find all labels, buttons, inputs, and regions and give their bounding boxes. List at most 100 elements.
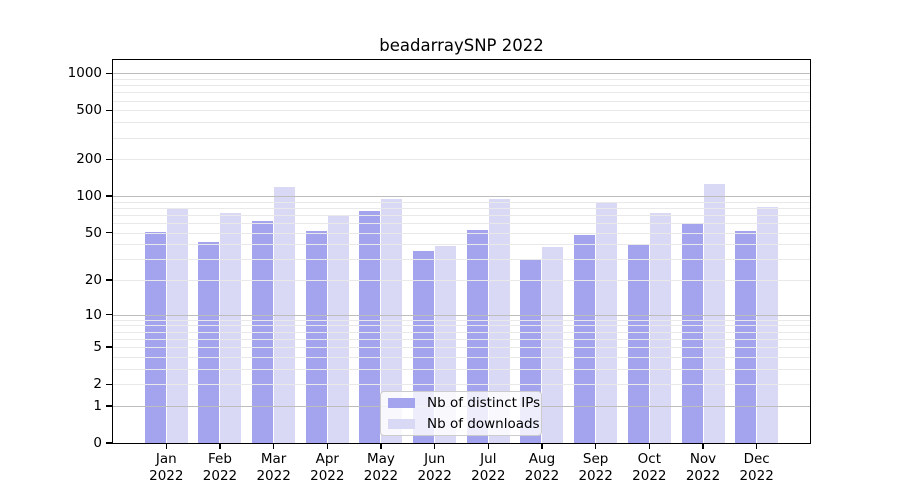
gridline-major-100 [113, 196, 810, 198]
x-tick-label-month: Nov [689, 451, 717, 467]
x-tick-label-jun: Jun 2022 [403, 451, 467, 485]
x-tick-label-year: 2022 [632, 468, 667, 484]
x-tick-label-jul: Jul 2022 [456, 451, 520, 485]
x-tick-label-oct: Oct 2022 [617, 451, 681, 485]
y-tick-label-200: 200 [76, 151, 102, 168]
x-tick-label-month: Jul [480, 451, 497, 467]
gridline-minor-6 [113, 338, 810, 340]
gridline-major-10 [113, 314, 810, 316]
bar-downloads-jul-2022 [488, 199, 510, 443]
y-tick-label-20: 20 [84, 272, 102, 289]
x-tick-label-year: 2022 [202, 468, 238, 484]
x-tick-label-sep: Sep 2022 [564, 451, 628, 485]
bar-downloads-nov-2022 [703, 184, 725, 443]
x-tick-label-year: 2022 [417, 468, 452, 484]
gridline-minor-7 [113, 331, 810, 333]
gridline-major-1000 [113, 73, 810, 75]
legend-swatch-downloads [388, 419, 415, 429]
y-tick-100 [106, 195, 113, 197]
x-tick-label-year: 2022 [739, 468, 774, 484]
x-tick-label-month: Sep [582, 451, 609, 467]
gridline-minor-40 [113, 244, 810, 246]
y-tick-5 [106, 346, 113, 348]
y-tick-label-2: 2 [93, 376, 102, 393]
legend-item-distinct-ips: Nb of distinct IPs [381, 394, 541, 412]
x-tick-label-mar: Mar 2022 [242, 451, 306, 485]
gridline-minor-500 [113, 110, 810, 112]
gridline-minor-600 [113, 100, 810, 102]
bar-distinct-ips-nov-2022 [681, 223, 703, 443]
y-tick-200 [106, 158, 113, 160]
gridline-minor-5 [113, 347, 810, 349]
x-tick-mar [272, 443, 275, 449]
y-tick-label-500: 500 [76, 102, 102, 119]
x-tick-label-dec: Dec 2022 [725, 451, 789, 485]
x-tick-label-year: 2022 [524, 468, 560, 484]
y-tick-50 [106, 231, 113, 234]
gridline-minor-2 [113, 384, 810, 386]
x-tick-label-year: 2022 [471, 468, 506, 484]
bar-distinct-ips-dec-2022 [735, 230, 757, 443]
bar-downloads-aug-2022 [542, 247, 564, 443]
gridline-minor-700 [113, 92, 810, 94]
x-tick-label-year: 2022 [310, 468, 345, 484]
bar-downloads-feb-2022 [220, 213, 242, 443]
x-tick-nov [702, 443, 704, 449]
bar-distinct-ips-oct-2022 [627, 244, 649, 443]
y-tick-label-0: 0 [93, 435, 102, 451]
x-tick-label-year: 2022 [363, 468, 399, 484]
legend-item-downloads: Nb of downloads [381, 415, 541, 433]
x-tick-label-feb: Feb 2022 [188, 451, 252, 485]
gridline-minor-9 [113, 319, 810, 321]
y-tick-1000 [106, 72, 113, 74]
x-tick-label-aug: Aug 2022 [510, 451, 574, 485]
gridline-minor-60 [113, 223, 810, 225]
y-tick-20 [106, 279, 113, 281]
gridline-minor-8 [113, 325, 810, 327]
x-tick-aug [541, 443, 543, 449]
bar-downloads-dec-2022 [757, 207, 779, 443]
bar-distinct-ips-jan-2022 [144, 231, 166, 443]
bar-distinct-ips-apr-2022 [305, 230, 327, 443]
x-tick-jun [434, 443, 436, 449]
y-tick-2 [106, 383, 113, 385]
gridline-minor-900 [113, 78, 810, 80]
y-tick-500 [106, 109, 113, 112]
x-tick-label-month: Mar [260, 451, 287, 467]
gridline-minor-30 [113, 259, 810, 261]
x-tick-label-month: Apr [315, 451, 339, 467]
x-tick-apr [326, 443, 328, 449]
legend-label-downloads: Nb of downloads [427, 416, 540, 432]
x-tick-label-may: May 2022 [349, 451, 413, 485]
x-tick-label-month: Jun [424, 451, 446, 467]
bar-distinct-ips-may-2022 [359, 211, 381, 443]
gridline-minor-200 [113, 159, 810, 161]
y-tick-10 [106, 314, 113, 316]
x-tick-jan [165, 443, 167, 449]
x-tick-label-month: Aug [528, 451, 556, 467]
x-tick-label-month: Feb [208, 451, 232, 467]
gridline-minor-800 [113, 85, 810, 87]
x-tick-may [380, 443, 382, 449]
x-tick-label-month: Dec [743, 451, 770, 467]
x-tick-jul [487, 443, 489, 449]
gridline-minor-90 [113, 201, 810, 203]
y-tick-label-1: 1 [93, 397, 102, 414]
y-tick-label-10: 10 [84, 306, 102, 323]
bar-downloads-sep-2022 [596, 201, 618, 443]
legend-swatch-distinct-ips [388, 398, 415, 408]
x-tick-label-jan: Jan 2022 [134, 451, 198, 485]
gridline-minor-80 [113, 207, 810, 209]
x-tick-dec [756, 443, 758, 449]
y-tick-label-50: 50 [84, 224, 102, 241]
plot-area [113, 60, 810, 443]
x-tick-label-month: Jan [155, 451, 177, 467]
x-tick-sep [595, 443, 597, 449]
x-tick-oct [648, 443, 650, 449]
gridline-minor-50 [113, 232, 810, 234]
gridline-minor-400 [113, 122, 810, 124]
x-tick-label-month: May [367, 451, 395, 467]
y-tick-label-100: 100 [76, 188, 102, 205]
gridline-minor-300 [113, 137, 810, 139]
